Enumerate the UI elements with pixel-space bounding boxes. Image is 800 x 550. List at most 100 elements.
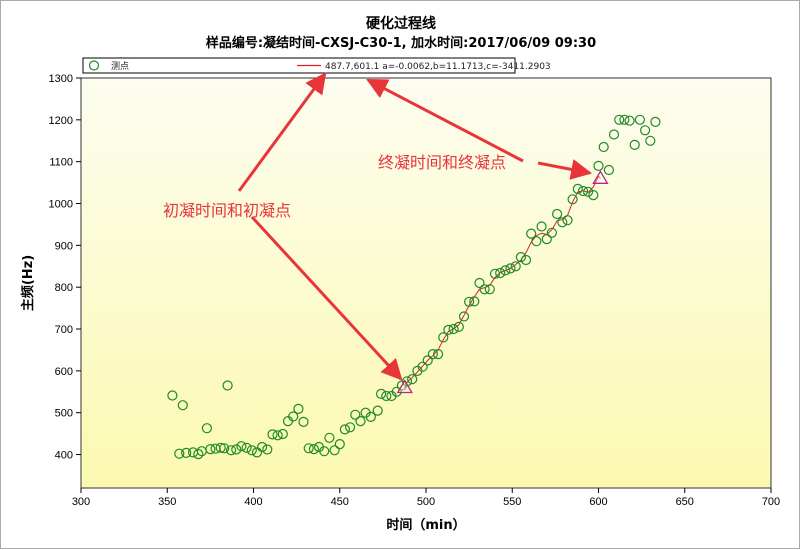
data-point — [645, 135, 656, 146]
data-point — [650, 116, 661, 128]
data-point — [167, 390, 178, 401]
data-point — [417, 361, 428, 372]
data-point — [350, 409, 361, 420]
data-point — [567, 194, 578, 205]
data-point — [222, 380, 233, 391]
data-point — [391, 386, 402, 397]
data-point — [407, 374, 418, 385]
chart-title: 硬化过程线 — [366, 15, 436, 32]
data-points — [167, 114, 661, 460]
data-point — [588, 190, 599, 201]
data-point — [639, 125, 651, 136]
y-tick-label: 1300 — [49, 73, 73, 85]
data-point — [500, 265, 511, 276]
data-point — [241, 442, 252, 453]
data-point — [303, 443, 314, 454]
data-point — [288, 411, 299, 422]
data-point — [267, 429, 278, 440]
y-tick-label: 800 — [55, 282, 73, 294]
x-tick-label: 350 — [158, 496, 176, 508]
data-point — [577, 185, 589, 197]
data-point — [515, 252, 527, 263]
arrow-to-legend-left — [237, 72, 327, 192]
legend: 测点 487.7,601.1 a=-0.0062,b=11.1713,c=-34… — [82, 57, 551, 74]
data-point — [526, 228, 537, 239]
x-tick-label: 550 — [503, 496, 521, 508]
feature-points — [396, 170, 609, 394]
y-tick-label: 600 — [55, 366, 73, 378]
data-point — [319, 446, 330, 457]
y-tick-label: 400 — [55, 450, 73, 462]
final-setting-point — [592, 170, 609, 184]
data-point — [365, 411, 376, 422]
fit-curve — [404, 175, 601, 388]
x-tick-label: 450 — [331, 496, 349, 508]
y-tick-label: 500 — [55, 408, 73, 420]
data-point — [634, 114, 646, 125]
data-point — [181, 447, 192, 458]
data-point — [272, 430, 283, 441]
y-tick-label: 1200 — [49, 115, 73, 127]
data-point — [257, 441, 268, 453]
data-point — [298, 416, 309, 427]
y-tick-label: 700 — [55, 324, 73, 336]
data-point — [201, 423, 212, 434]
data-point — [401, 376, 413, 387]
data-point — [174, 448, 185, 459]
data-point — [324, 432, 335, 443]
data-point — [236, 441, 247, 452]
data-point — [372, 405, 383, 416]
data-point — [177, 400, 188, 411]
legend-fit-label: 487.7,601.1 a=-0.0062,b=11.1713,c=-3411.… — [325, 62, 551, 72]
annotation-final-setting: 终凝时间和终凝点 — [378, 153, 506, 172]
data-point — [546, 227, 558, 238]
data-point — [608, 129, 620, 140]
data-point — [458, 311, 470, 322]
data-point — [231, 444, 242, 455]
data-point — [226, 445, 237, 456]
data-point — [614, 114, 625, 125]
y-axis-label: 主频(Hz) — [20, 255, 36, 311]
data-point — [251, 447, 263, 458]
x-tick-label: 500 — [417, 496, 435, 508]
data-point — [541, 234, 552, 245]
data-point — [619, 114, 630, 125]
data-point — [443, 324, 454, 335]
data-point — [562, 215, 573, 226]
data-point — [215, 442, 226, 453]
data-point — [262, 444, 273, 455]
fit-line — [404, 175, 601, 388]
data-point — [219, 443, 230, 454]
data-point — [624, 115, 635, 126]
data-point — [334, 439, 345, 450]
data-point — [438, 332, 449, 343]
data-point — [489, 268, 501, 279]
data-point — [536, 221, 547, 232]
data-point — [355, 416, 366, 427]
annotation-initial-setting: 初凝时间和初凝点 — [163, 201, 291, 220]
data-point — [593, 160, 604, 171]
data-point — [520, 254, 532, 266]
data-point — [551, 208, 563, 220]
data-point — [469, 296, 480, 307]
data-point — [448, 323, 459, 335]
x-axis-label: 时间（min） — [386, 517, 465, 533]
data-point — [464, 296, 475, 307]
arrow-to-initial-point — [250, 215, 403, 381]
data-point — [479, 284, 490, 295]
x-axis: 300 350 400 450 500 550 600 650 700 — [72, 488, 780, 508]
data-point — [345, 422, 356, 433]
data-point — [495, 267, 506, 279]
data-point — [193, 449, 204, 460]
plot-area — [80, 77, 772, 489]
y-tick-label: 1000 — [49, 199, 73, 211]
data-point — [422, 355, 433, 366]
data-point — [308, 444, 319, 455]
x-tick-label: 650 — [676, 496, 694, 508]
data-point — [329, 445, 340, 456]
legend-point-marker — [88, 60, 100, 71]
data-point — [603, 164, 615, 176]
data-point — [453, 321, 464, 332]
